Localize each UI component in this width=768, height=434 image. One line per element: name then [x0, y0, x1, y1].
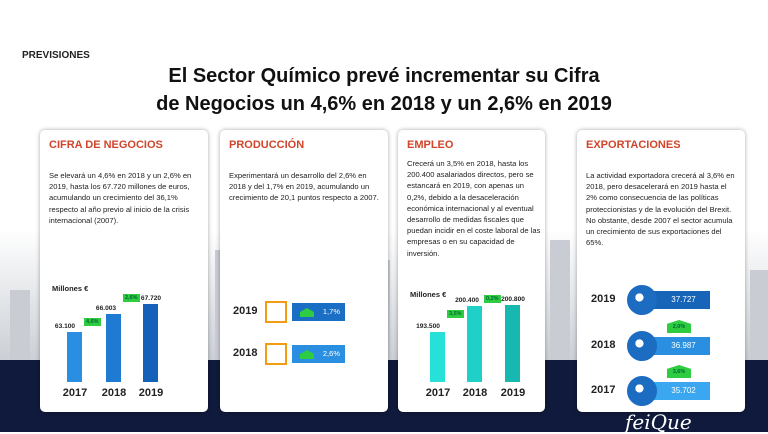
card-empleo: EMPLEO Crecerá un 3,5% en 2018, hasta lo…: [398, 130, 545, 412]
bar-2017: [67, 332, 82, 382]
year-label: 2017: [62, 387, 88, 399]
bar-value-label: 200.400: [455, 297, 479, 305]
bar-2017: [430, 331, 445, 382]
growth-badge: 4,6%: [84, 318, 101, 327]
year-label: 2019: [138, 387, 164, 399]
bar-value-label: 66.003: [95, 305, 117, 313]
growth-badge: 2,6%: [123, 293, 140, 302]
card-heading: EMPLEO: [407, 139, 454, 151]
export-row-2019: 2019 37.727: [577, 285, 745, 315]
bar-value-label: 67.720: [140, 294, 162, 302]
card-text: Experimentará un desarrollo del 2,6% en …: [229, 171, 379, 203]
globe-icon: [627, 376, 657, 406]
bar-2018: [467, 306, 482, 382]
production-row-2019: 2019 1,7%: [220, 301, 388, 323]
up-arrow-icon: [300, 350, 314, 359]
chart-unit: Millones €: [52, 284, 89, 293]
card-produccion: PRODUCCIÓN Experimentará un desarrollo d…: [220, 130, 388, 412]
card-text: Se elevará un 4,6% en 2018 y un 2,6% en …: [49, 171, 192, 225]
growth-badge: 0,2%: [484, 294, 501, 303]
chart-unit: Millones €: [410, 290, 447, 299]
card-text: La actividad exportadora crecerá al 3,6%…: [586, 171, 735, 248]
year-label: 2019: [500, 387, 526, 399]
card-heading: CIFRA DE NEGOCIOS: [49, 139, 163, 151]
up-arrow-icon: [300, 308, 314, 317]
feique-logo: feiQue: [625, 410, 692, 434]
growth-badge: 3,5%: [447, 310, 464, 319]
page-title: El Sector Químico prevé incrementar su C…: [156, 65, 612, 115]
globe-icon: [627, 331, 657, 361]
card-heading: EXPORTACIONES: [586, 139, 681, 151]
bar-value-label: 63.100: [54, 323, 76, 331]
card-exportaciones: EXPORTACIONES La actividad exportadora c…: [577, 130, 745, 412]
production-row-2018: 2018 2,6%: [220, 343, 388, 365]
bar-chart-icon: [265, 301, 287, 323]
year-label: 2018: [462, 387, 488, 399]
bar-2019: [505, 304, 520, 382]
growth-badge: 3,6%: [667, 365, 691, 378]
card-cifra-negocios: CIFRA DE NEGOCIOS Se elevará un 4,6% en …: [40, 130, 208, 412]
year-label: 2017: [425, 387, 451, 399]
section-label: PREVISIONES: [22, 50, 90, 61]
export-row-2018: 2018 36.987: [577, 331, 745, 361]
bar-2019: [143, 303, 158, 382]
year-label: 2018: [101, 387, 127, 399]
card-text: Crecerá un 3,5% en 2018, hasta los 200.4…: [407, 159, 541, 258]
bar-2018: [106, 314, 121, 382]
card-heading: PRODUCCIÓN: [229, 139, 305, 151]
globe-icon: [627, 285, 657, 315]
export-row-2017: 2017 35.702: [577, 376, 745, 406]
bar-value-label: 193.500: [416, 322, 440, 330]
bar-chart-icon: [265, 343, 287, 365]
bar-value-label: 200.800: [501, 295, 525, 303]
growth-badge: 2,0%: [667, 320, 691, 333]
